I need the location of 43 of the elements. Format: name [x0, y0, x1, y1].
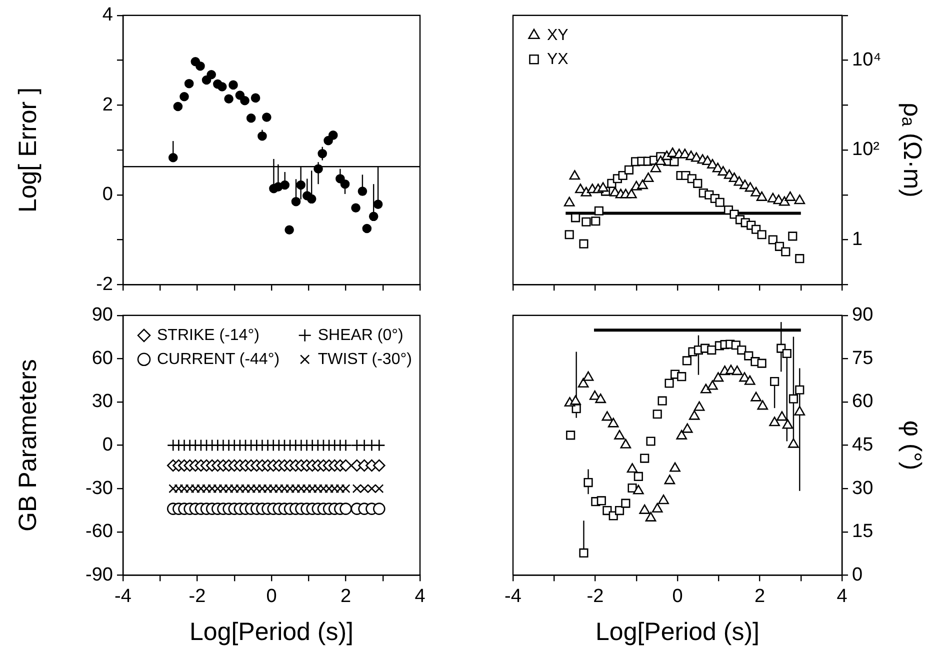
x-tick-label: 0: [266, 586, 277, 607]
y2-axis-title: ρₐ (Ω·m): [898, 102, 926, 198]
x-tick-label: -2: [586, 586, 604, 607]
legend-label: CURRENT (-44°): [157, 350, 280, 368]
y2-axis-title: φ (°): [898, 420, 926, 470]
y-tick-label: 4: [102, 4, 114, 26]
y2-tick-label: 10²: [852, 139, 880, 160]
y-tick-label: 0: [102, 434, 113, 456]
legend-label: STRIKE (-14°): [157, 326, 260, 344]
y2-tick-label: 10⁴: [852, 50, 882, 70]
x-tick-label: 2: [754, 586, 766, 607]
legend-label: YX: [547, 50, 569, 68]
y2-tick-label: 75: [852, 348, 874, 369]
x-tick-label: 2: [340, 586, 352, 607]
legend-label: XY: [547, 26, 569, 44]
x-tick-label: 4: [836, 586, 848, 607]
y2-tick-label: 15: [852, 521, 874, 542]
y-axis-title: GB Parameters: [14, 359, 42, 532]
x-axis-title: Log[Period (s)]: [596, 618, 760, 646]
y-tick-label: -90: [86, 564, 113, 586]
y2-tick-label: 1: [852, 228, 863, 250]
y2-tick-label: 45: [852, 434, 874, 456]
legend-label: TWIST (-30°): [318, 350, 412, 368]
y2-tick-label: 30: [852, 478, 874, 499]
legend-label: SHEAR (0°): [318, 326, 404, 344]
y-tick-label: -2: [96, 274, 113, 295]
y-tick-label: -60: [86, 521, 113, 542]
x-tick-label: -4: [504, 586, 522, 607]
y-tick-label: 90: [92, 304, 113, 326]
x-tick-label: 0: [672, 586, 683, 607]
y-tick-label: 2: [102, 94, 113, 116]
y2-tick-label: 60: [852, 391, 874, 412]
y2-tick-label: 0: [852, 564, 863, 586]
x-tick-label: 4: [414, 586, 426, 607]
y2-tick-label: 90: [852, 304, 874, 326]
x-axis-title: Log[Period (s)]: [190, 618, 354, 646]
y-tick-label: 30: [92, 391, 113, 412]
x-tick-label: -4: [114, 586, 132, 607]
x-tick-label: -2: [188, 586, 206, 607]
y-tick-label: 60: [92, 348, 113, 369]
y-tick-label: -30: [86, 478, 113, 499]
y-axis-title: Log[ Error ]: [14, 87, 42, 213]
y-tick-label: 0: [102, 184, 113, 206]
